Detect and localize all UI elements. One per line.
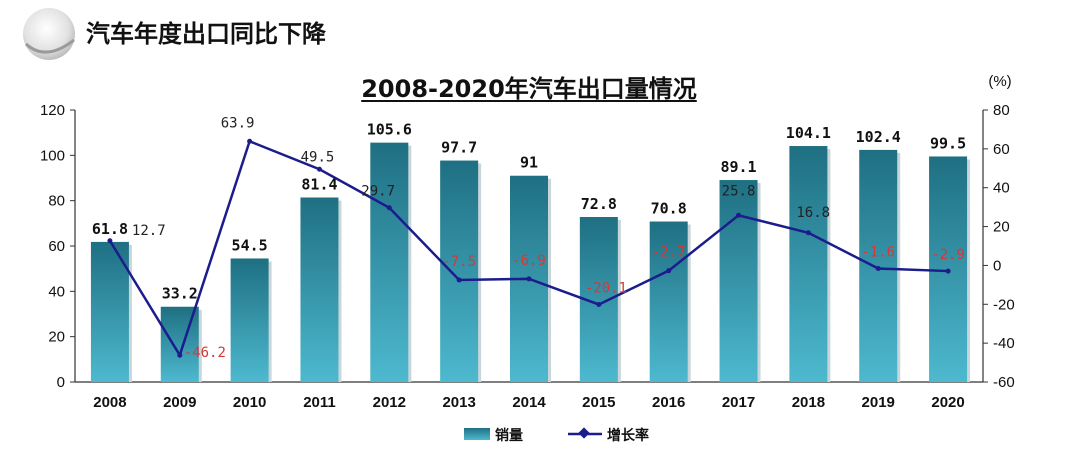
legend: 销量 增长率 xyxy=(464,427,649,444)
growth-rate-label: -6.9 xyxy=(512,253,546,269)
x-tick-label: 2019 xyxy=(862,394,895,411)
growth-rate-point xyxy=(177,352,183,358)
x-tick-label: 2014 xyxy=(512,394,546,411)
growth-rate-label: 49.5 xyxy=(301,149,335,165)
growth-rate-point xyxy=(386,205,392,211)
growth-rate-label: -7.5 xyxy=(442,254,476,270)
growth-rate-point xyxy=(316,166,322,172)
x-tick-label: 2018 xyxy=(792,394,825,411)
right-tick-label: -60 xyxy=(993,374,1015,391)
growth-rate-point xyxy=(596,301,602,307)
growth-rate-label: 25.8 xyxy=(722,183,756,199)
growth-rate-label: 12.7 xyxy=(132,223,166,239)
right-axis-unit: (%) xyxy=(988,73,1011,90)
bar-value-label: 102.4 xyxy=(856,128,901,146)
left-tick-label: 80 xyxy=(48,193,65,210)
x-tick-label: 2020 xyxy=(931,394,964,411)
growth-rate-point xyxy=(456,277,462,283)
growth-rate-label: 63.9 xyxy=(221,115,255,131)
growth-rate-label: -1.6 xyxy=(861,245,895,261)
bar xyxy=(230,258,269,382)
growth-rate-point xyxy=(736,212,742,218)
left-tick-label: 0 xyxy=(57,374,65,391)
legend-sales-label: 销量 xyxy=(495,427,523,444)
bar xyxy=(649,221,688,382)
growth-rate-point xyxy=(875,266,881,272)
x-tick-label: 2011 xyxy=(303,394,336,411)
right-tick-label: -40 xyxy=(993,335,1015,352)
chart-title: 2008-2020年汽车出口量情况 xyxy=(361,75,697,103)
bar xyxy=(90,241,129,382)
right-tick-label: 20 xyxy=(993,219,1010,236)
bar xyxy=(859,149,898,382)
bar xyxy=(300,197,339,382)
growth-rate-point xyxy=(945,268,951,274)
legend-growth-label: 增长率 xyxy=(607,427,649,444)
growth-rate-label: -20.1 xyxy=(585,280,627,296)
x-tick-label: 2012 xyxy=(373,394,406,411)
right-tick-label: 40 xyxy=(993,180,1010,197)
bar xyxy=(370,142,409,382)
bar-value-label: 99.5 xyxy=(930,134,966,152)
x-tick-label: 2009 xyxy=(163,394,196,411)
bar-value-label: 104.1 xyxy=(786,124,831,142)
growth-rate-label: -2.9 xyxy=(931,247,965,263)
growth-rate-label: 29.7 xyxy=(361,184,395,200)
bar-value-label: 105.6 xyxy=(367,121,412,139)
left-tick-label: 120 xyxy=(40,102,65,119)
left-tick-label: 40 xyxy=(48,283,65,300)
bar-value-label: 81.4 xyxy=(301,175,337,193)
bar-value-label: 97.7 xyxy=(441,139,477,157)
slide-title: 汽车年度出口同比下降 xyxy=(86,20,326,48)
growth-rate-point xyxy=(805,230,811,236)
x-tick-label: 2015 xyxy=(582,394,615,411)
x-tick-label: 2016 xyxy=(652,394,685,411)
legend-line-marker xyxy=(578,427,590,439)
legend-bar-swatch xyxy=(464,428,490,440)
right-tick-label: -20 xyxy=(993,296,1015,313)
x-tick-label: 2017 xyxy=(722,394,755,411)
growth-rate-label: -2.7 xyxy=(652,245,686,261)
bar-value-label: 72.8 xyxy=(581,195,617,213)
bar-value-label: 89.1 xyxy=(720,158,756,176)
bar-value-label: 91 xyxy=(520,154,538,172)
right-tick-label: 60 xyxy=(993,141,1010,158)
left-tick-label: 60 xyxy=(48,238,65,255)
growth-rate-point xyxy=(526,276,532,282)
growth-rate-point xyxy=(107,238,113,244)
sphere-logo-icon xyxy=(23,8,75,60)
right-tick-label: 80 xyxy=(993,102,1010,119)
growth-rate-point xyxy=(247,138,253,144)
bar xyxy=(789,146,828,382)
growth-rate-label: -46.2 xyxy=(184,345,226,361)
x-tick-label: 2013 xyxy=(442,394,475,411)
bar xyxy=(440,160,479,382)
bar-value-label: 70.8 xyxy=(651,200,687,218)
growth-rate-point xyxy=(666,268,672,274)
left-tick-label: 20 xyxy=(48,329,65,346)
right-tick-label: 0 xyxy=(993,257,1001,274)
growth-rate-label: 16.8 xyxy=(796,205,830,221)
bar xyxy=(719,180,758,382)
x-tick-label: 2008 xyxy=(93,394,126,411)
left-tick-label: 100 xyxy=(40,147,65,164)
bar-value-label: 61.8 xyxy=(92,220,128,238)
bar-value-label: 54.5 xyxy=(232,236,268,254)
x-tick-label: 2010 xyxy=(233,394,266,411)
bar-value-label: 33.2 xyxy=(162,285,198,303)
